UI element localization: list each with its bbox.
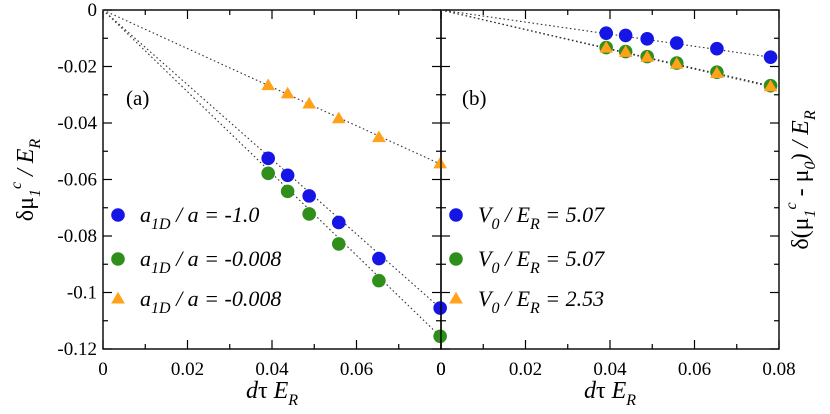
x-tick-label: 0.08	[762, 359, 795, 380]
data-point-orange	[372, 130, 386, 143]
data-point-blue	[640, 32, 654, 46]
legend-marker-2	[449, 252, 463, 266]
data-point-orange	[599, 40, 614, 53]
legend-marker-3	[111, 291, 125, 304]
data-point-green	[331, 237, 346, 251]
y-axis-label-left: δμ1c / ER	[8, 139, 44, 222]
data-point-orange	[763, 79, 778, 92]
data-point-orange	[261, 78, 276, 91]
legend-label-3: a1D / a = -0.008	[140, 286, 281, 317]
data-point-blue	[302, 189, 316, 203]
data-point-green	[280, 184, 295, 199]
data-point-blue	[710, 41, 724, 56]
data-point-blue	[280, 168, 295, 183]
data-point-blue	[618, 28, 633, 43]
data-point-orange	[640, 50, 655, 62]
data-point-orange	[331, 111, 346, 124]
data-point-orange	[669, 57, 684, 69]
x-tick-label: 0.02	[171, 359, 204, 380]
data-point-green	[261, 166, 275, 181]
x-tick-label: 0	[98, 359, 108, 380]
data-point-blue	[331, 215, 346, 230]
x-tick-label: 0.02	[509, 359, 542, 380]
x-tick-label: 0.06	[678, 359, 711, 380]
legend-marker-3	[449, 291, 463, 304]
panel-b: 0 0.02 0.04 0.06 0.08 (b) dτ ER V0 / ER = 5.07 V…	[436, 9, 819, 409]
data-point-green	[433, 329, 447, 344]
data-point-orange	[618, 45, 633, 57]
y-tick-label: -0.02	[57, 57, 97, 78]
data-point-blue	[599, 26, 613, 40]
x-tick-label: 0.06	[340, 359, 373, 380]
data-point-blue	[763, 50, 778, 64]
x-tick-label-right: 0	[436, 359, 446, 380]
x-axis-label: dτ ER	[584, 378, 636, 409]
legend-label-3: V0 / ER = 2.53	[478, 286, 604, 317]
data-point-orange	[280, 86, 295, 99]
plot-frame	[440, 9, 780, 350]
legend-marker-1	[449, 208, 463, 222]
data-point-blue	[261, 151, 275, 166]
y-tick-label: -0.04	[57, 113, 97, 134]
y-tick-label: -0.06	[57, 170, 97, 191]
x-tick-label: 0.04	[255, 359, 289, 380]
legend-label-2: a1D / a = -0.008	[140, 246, 281, 277]
x-tick-label: 0.04	[593, 359, 627, 380]
y-tick-label: -0.08	[57, 226, 97, 247]
legend-marker-1	[111, 208, 125, 222]
data-point-blue	[669, 36, 684, 50]
data-point-green	[302, 207, 316, 221]
y-tick-label: 0	[88, 0, 98, 21]
legend-marker-2	[111, 252, 125, 266]
data-point-orange	[433, 156, 447, 169]
data-point-green	[372, 273, 386, 288]
data-point-orange	[710, 66, 724, 79]
data-point-blue	[372, 251, 386, 266]
legend-label-1: V0 / ER = 5.07	[478, 202, 605, 233]
y-tick-label: -0.1	[67, 283, 97, 304]
panel-tag: (a)	[126, 86, 149, 110]
y-tick-label: -0.12	[57, 339, 97, 360]
x-tick-label: 0	[436, 359, 446, 380]
data-point-blue	[433, 301, 447, 315]
panel-a: 0 0.02 0.04 0.06 0 -0.02 -0.04 -0.06 -0.08 -0.1 -0…	[8, 0, 447, 409]
data-point-orange	[302, 96, 317, 109]
x-axis-label: dτ ER	[246, 378, 298, 409]
y-axis-label-right: δ(μ1c - μ0) / ER	[783, 110, 819, 249]
legend-label-1: a1D / a = -1.0	[140, 202, 259, 233]
panel-tag: (b)	[462, 86, 487, 110]
legend-label-2: V0 / ER = 5.07	[478, 246, 605, 277]
